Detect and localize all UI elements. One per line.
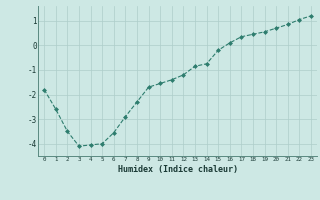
X-axis label: Humidex (Indice chaleur): Humidex (Indice chaleur) — [118, 165, 238, 174]
